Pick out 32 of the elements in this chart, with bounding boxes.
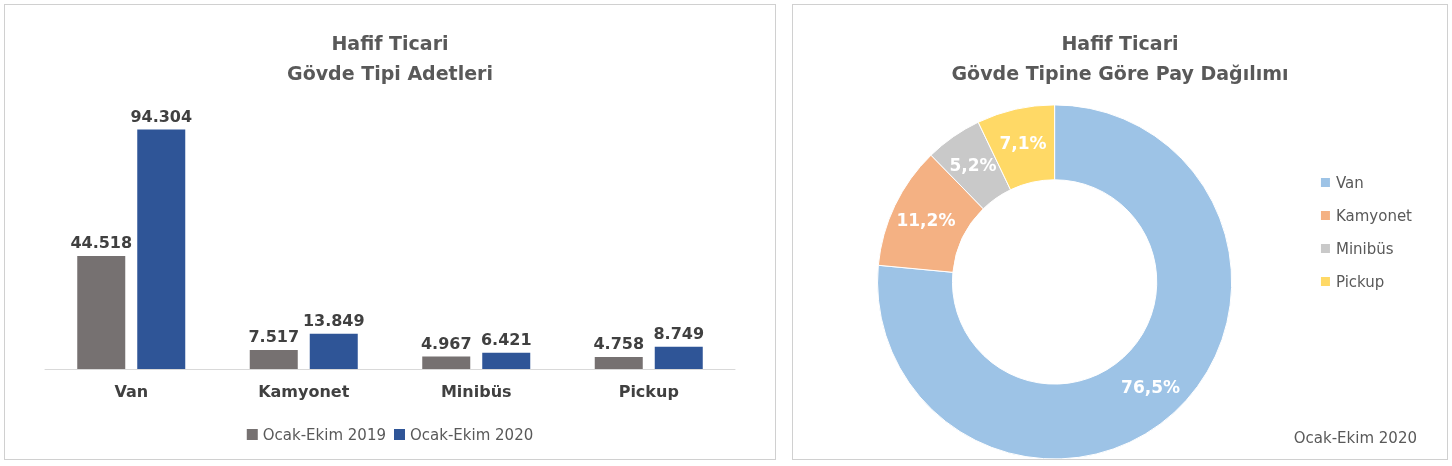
data-label: 7.517: [248, 327, 300, 347]
bar: [137, 129, 186, 369]
data-label: 6.421: [480, 330, 532, 350]
data-label: 76,5%: [1121, 377, 1181, 398]
legend-label: Ocak-Ekim 2019: [262, 425, 386, 444]
data-label: 4.967: [420, 333, 472, 353]
bar: [654, 346, 703, 369]
data-label: 13.849: [302, 311, 365, 331]
legend-label: Van: [1335, 173, 1364, 192]
data-label: 11,2%: [896, 210, 956, 231]
data-label: 8.749: [653, 324, 705, 344]
bar: [594, 356, 643, 369]
legend-label: Minibüs: [1335, 239, 1394, 258]
bar: [249, 349, 298, 369]
x-tick-label: Pickup: [618, 381, 679, 401]
legend-label: Ocak-Ekim 2020: [410, 425, 534, 444]
bar: [309, 333, 358, 369]
data-label: 4.758: [593, 334, 645, 354]
chart-title: Hafif Ticari Gövde Tipi Adetleri: [287, 32, 493, 84]
data-label: 94.304: [130, 106, 193, 126]
text: Ocak-Ekim 2020: [1293, 428, 1417, 447]
data-label: 44.518: [70, 233, 133, 253]
legend-label: Pickup: [1335, 272, 1385, 291]
bar: [422, 356, 471, 369]
bar: [482, 352, 531, 369]
x-tick-label: Kamyonet: [258, 381, 350, 401]
legend-label: Kamyonet: [1335, 206, 1413, 225]
bar: [77, 255, 126, 369]
data-label: 7,1%: [999, 132, 1047, 153]
x-tick-label: Van: [114, 381, 149, 401]
x-tick-label: Minibüs: [440, 381, 512, 401]
chart-title: Hafif Ticari Gövde Tipine Göre Pay Dağılımı: [951, 32, 1289, 84]
